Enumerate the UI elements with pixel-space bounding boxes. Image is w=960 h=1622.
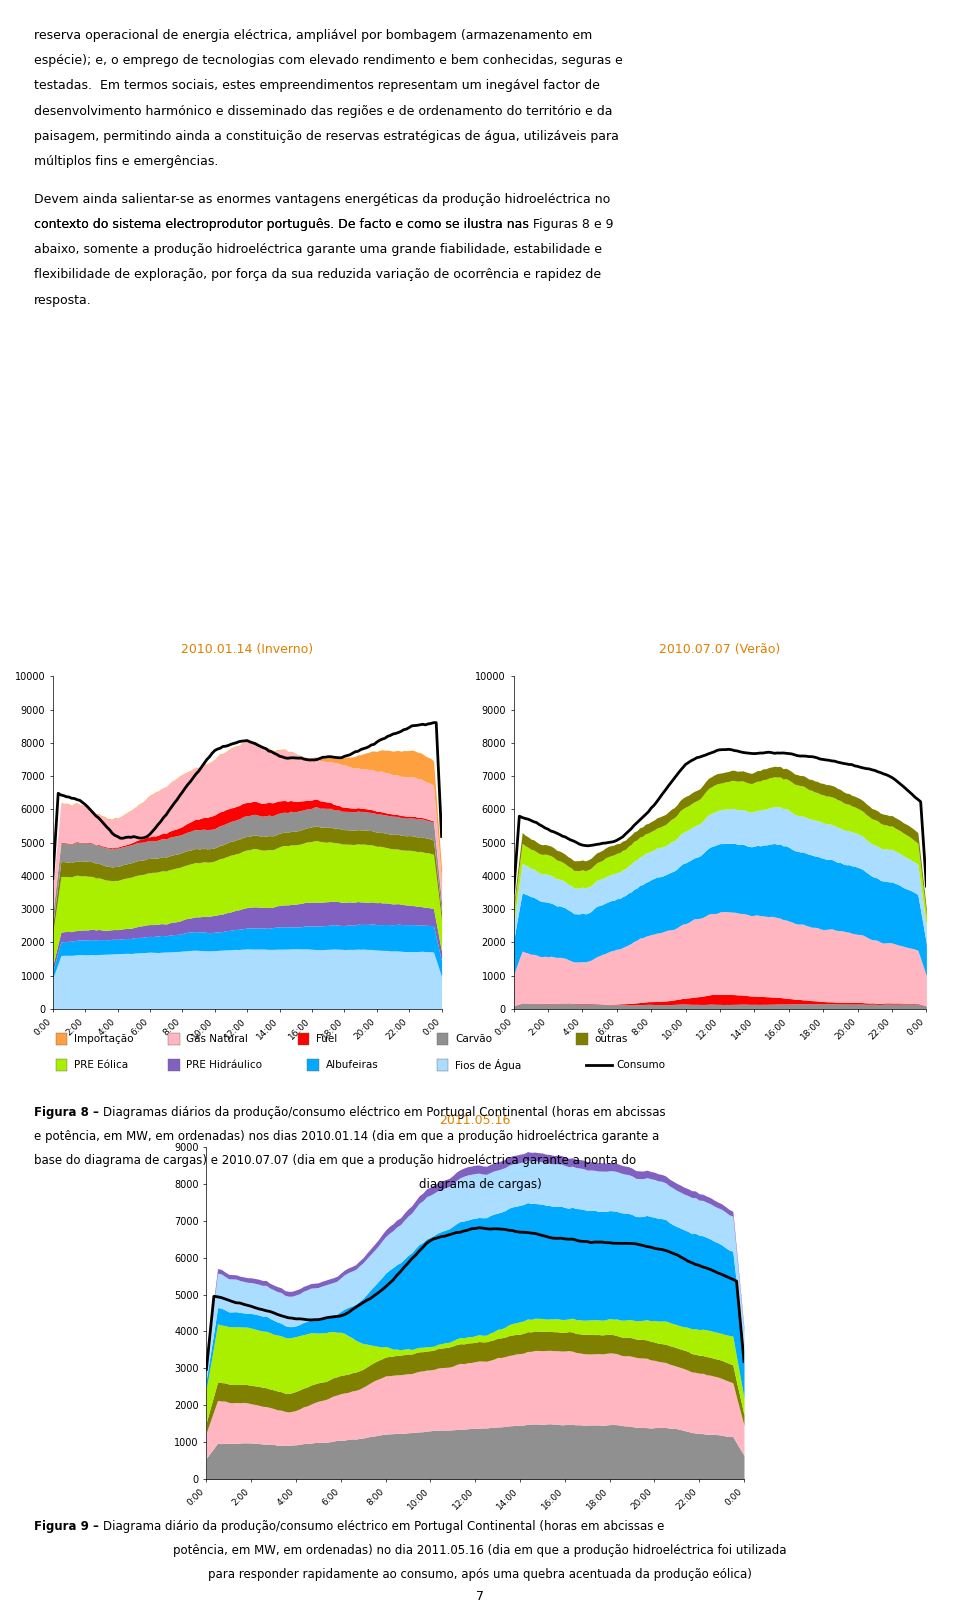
Text: Fios de Água: Fios de Água [455,1059,521,1071]
Text: PRE Eólica: PRE Eólica [74,1059,128,1071]
Text: potência, em MW, em ordenadas) no dia 2011.05.16 (dia em que a produção hidroelé: potência, em MW, em ordenadas) no dia 20… [173,1544,787,1557]
Text: reserva operacional de energia eléctrica, ampliável por bombagem (armazenamento : reserva operacional de energia eléctrica… [34,29,592,42]
Text: contexto do sistema electroprodutor português. De facto e como se ilustra nas: contexto do sistema electroprodutor port… [34,217,533,232]
Text: PRE Hidráulico: PRE Hidráulico [186,1059,262,1071]
Text: espécie); e, o emprego de tecnologias com elevado rendimento e bem conhecidas, s: espécie); e, o emprego de tecnologias co… [34,54,622,68]
Text: Devem ainda salientar-se as enormes vantagens energéticas da produção hidroeléct: Devem ainda salientar-se as enormes vant… [34,193,610,206]
Text: Figura 9 –: Figura 9 – [34,1520,103,1533]
Text: outras: outras [594,1033,628,1045]
Text: diagrama de cargas): diagrama de cargas) [419,1178,541,1191]
Text: Gás Natural: Gás Natural [186,1033,248,1045]
Text: 2010.07.07 (Verão): 2010.07.07 (Verão) [660,644,780,657]
Text: 2011.05.16: 2011.05.16 [440,1114,511,1127]
Text: testadas.  Em termos sociais, estes empreendimentos representam um inegável fact: testadas. Em termos sociais, estes empre… [34,79,599,92]
Text: Consumo: Consumo [616,1059,665,1071]
Text: Figura 8 –: Figura 8 – [34,1106,103,1119]
Text: resposta.: resposta. [34,294,91,307]
Text: para responder rapidamente ao consumo, após uma quebra acentuada da produção eól: para responder rapidamente ao consumo, a… [208,1568,752,1581]
Text: Carvão: Carvão [455,1033,492,1045]
Text: flexibilidade de exploração, por força da sua reduzida variação de ocorrência e : flexibilidade de exploração, por força d… [34,268,601,282]
Text: contexto do sistema electroprodutor português. De facto e como se ilustra nas Fi: contexto do sistema electroprodutor port… [34,217,613,232]
Text: Diagrama diário da produção/consumo eléctrico em Portugal Continental (horas em : Diagrama diário da produção/consumo eléc… [103,1520,664,1533]
Text: base do diagrama de cargas) e 2010.07.07 (dia em que a produção hidroeléctrica g: base do diagrama de cargas) e 2010.07.07… [34,1155,636,1168]
Text: 2010.01.14 (Inverno): 2010.01.14 (Inverno) [181,644,313,657]
Text: 7: 7 [476,1590,484,1603]
Text: Fuel: Fuel [316,1033,337,1045]
Text: Importação: Importação [74,1033,133,1045]
Text: e potência, em MW, em ordenadas) nos dias 2010.01.14 (dia em que a produção hidr: e potência, em MW, em ordenadas) nos dia… [34,1131,659,1144]
Text: desenvolvimento harmónico e disseminado das regiões e de ordenamento do territór: desenvolvimento harmónico e disseminado … [34,104,612,118]
Text: abaixo, somente a produção hidroeléctrica garante uma grande fiabilidade, estabi: abaixo, somente a produção hidroeléctric… [34,243,602,256]
Text: paisagem, permitindo ainda a constituição de reservas estratégicas de água, util: paisagem, permitindo ainda a constituiçã… [34,130,618,143]
Text: Diagramas diários da produção/consumo eléctrico em Portugal Continental (horas e: Diagramas diários da produção/consumo el… [103,1106,665,1119]
Text: Albufeiras: Albufeiras [325,1059,378,1071]
Text: múltiplos fins e emergências.: múltiplos fins e emergências. [34,154,218,169]
